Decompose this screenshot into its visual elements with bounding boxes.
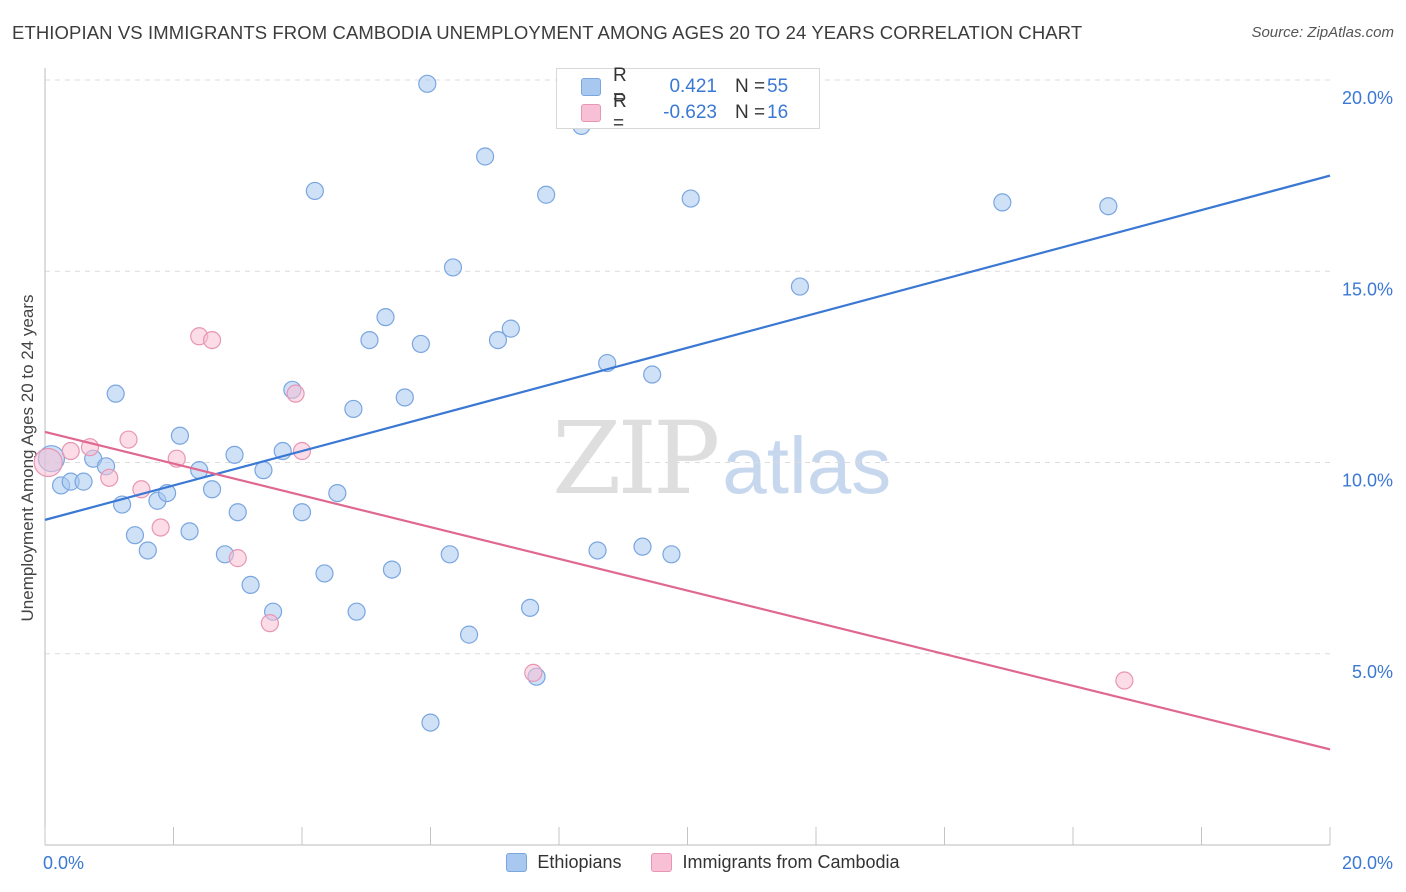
cambodia-point: [151, 518, 170, 537]
cambodia-point: [286, 384, 305, 403]
ethiopian-point: [588, 541, 607, 560]
cambodia-point: [100, 468, 119, 487]
correlation-legend: R = 0.421 N = 55 R = -0.623 N = 16: [556, 65, 820, 134]
ethiopian-point: [1099, 197, 1118, 216]
ethiopian-point: [344, 399, 363, 419]
ethiopian-point: [180, 522, 199, 541]
cambodia-trend-line: [44, 430, 1331, 751]
ethiopian-point: [476, 147, 495, 166]
legend-item-ethiopians[interactable]: Ethiopians: [506, 852, 621, 873]
legend-label-ethiopians: Ethiopians: [537, 852, 622, 872]
ethiopian-point: [459, 625, 479, 644]
y-tick-label: 15.0%: [1342, 279, 1393, 299]
ethiopian-point: [633, 537, 652, 556]
cambodia-point: [202, 331, 222, 350]
legend-r-value: 0.421: [669, 76, 717, 97]
ethiopian-point: [382, 560, 402, 579]
legend-item-cambodia[interactable]: Immigrants from Cambodia: [651, 852, 900, 873]
y-tick-label: 20.0%: [1342, 88, 1393, 108]
ethiopian-point: [488, 331, 508, 350]
watermark-zip: ZIP: [552, 400, 720, 517]
ethiopian-point: [315, 564, 334, 583]
chart-title: ETHIOPIAN VS IMMIGRANTS FROM CAMBODIA UN…: [12, 22, 1083, 43]
legend-n-label: N =: [735, 102, 766, 123]
ethiopian-point: [443, 258, 463, 277]
source-label: Source: ZipAtlas.com: [1251, 24, 1394, 41]
ethiopian-point: [347, 602, 366, 621]
ethiopian-point: [418, 74, 437, 93]
cambodia-point: [61, 441, 80, 461]
ethiopian-point: [501, 319, 520, 338]
legend-row-cambodia: R = -0.623 N = 16: [581, 91, 789, 134]
legend-n-value: 16: [767, 102, 789, 123]
legend-swatch-cambodia: [651, 853, 673, 872]
legend-n-label: N =: [735, 76, 766, 97]
ethiopian-point: [790, 277, 810, 296]
ethiopian-point: [411, 334, 430, 354]
y-tick-label: 5.0%: [1352, 662, 1393, 682]
ethiopian-point: [292, 503, 312, 522]
legend-row-ethiopians: R = 0.421 N = 55: [581, 65, 789, 108]
cambodia-point: [1115, 671, 1134, 690]
cambodia-point: [524, 663, 543, 682]
ethiopian-point: [421, 713, 440, 732]
ethiopian-point: [202, 480, 222, 499]
x-tick-label: 20.0%: [1342, 853, 1393, 873]
ethiopian-point: [106, 384, 125, 403]
ethiopian-point: [74, 472, 93, 491]
x-tick-label: 0.0%: [43, 853, 84, 873]
ethiopian-point: [537, 185, 556, 204]
ethiopian-point: [138, 541, 157, 560]
ethiopian-point: [328, 484, 347, 503]
ethiopian-point: [125, 526, 145, 545]
legend-r-label: R =: [613, 65, 627, 108]
ethiopian-point: [681, 189, 700, 208]
legend-swatch-ethiopians: [506, 853, 528, 872]
ethiopian-point: [170, 426, 190, 445]
ethiopian-point: [241, 575, 260, 595]
series-legend: Ethiopians Immigrants from Cambodia: [0, 852, 1406, 873]
cambodia-point: [119, 430, 138, 449]
legend-swatch-cambodia: [581, 104, 601, 122]
ethiopian-point: [305, 181, 324, 201]
ethiopian-point: [228, 503, 247, 522]
ethiopian-point: [254, 461, 273, 480]
legend-r-label: R =: [613, 91, 627, 134]
legend-r-value: -0.623: [663, 102, 717, 123]
legend-n-value: 55: [767, 76, 789, 97]
ethiopian-point: [643, 365, 662, 384]
legend-label-cambodia: Immigrants from Cambodia: [682, 852, 900, 872]
ethiopian-point: [395, 388, 414, 407]
ethiopian-point: [440, 545, 459, 564]
cambodia-point: [33, 447, 63, 478]
ethiopian-point: [520, 598, 540, 617]
ethiopian-point: [662, 545, 681, 564]
ethiopian-trend-line: [44, 174, 1331, 521]
cambodia-point: [260, 614, 279, 633]
legend-swatch-ethiopians: [581, 78, 601, 96]
ethiopian-point: [225, 445, 244, 464]
watermark-atlas: atlas: [722, 421, 892, 510]
ethiopian-point: [360, 331, 379, 350]
ethiopian-point: [993, 193, 1012, 212]
watermark: ZIPatlas: [552, 400, 891, 517]
cambodia-point: [228, 549, 247, 568]
ethiopian-point: [376, 308, 395, 327]
y-tick-label: 10.0%: [1342, 471, 1393, 491]
